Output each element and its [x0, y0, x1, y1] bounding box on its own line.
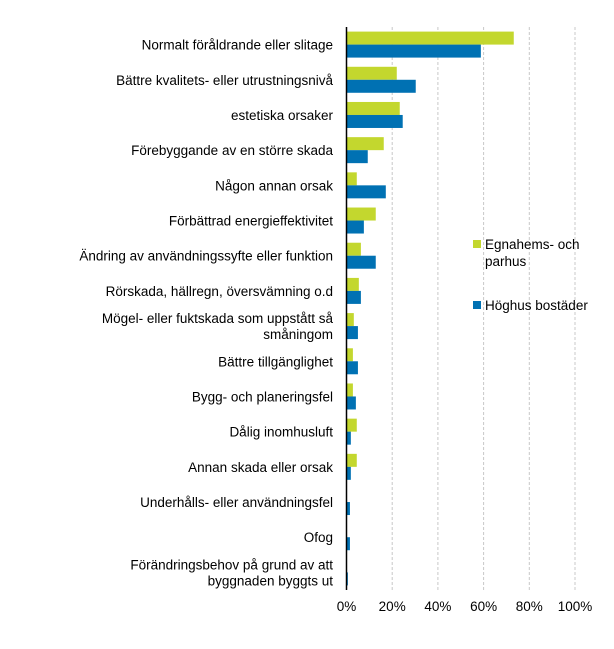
bar: [346, 150, 368, 164]
bar: [346, 396, 356, 410]
legend-label: Höghus bostäder: [485, 298, 588, 313]
category-label: Förbättrad energieffektivitet: [169, 214, 333, 229]
bar: [346, 137, 384, 151]
bar: [346, 114, 403, 128]
category-label: Rörskada, hällregn, översvämning o.d: [106, 284, 333, 299]
category-label: Förebyggande av en större skada: [131, 143, 333, 158]
category-label: Underhålls- eller användningsfel: [140, 495, 333, 510]
bar: [346, 431, 351, 445]
legend-label: Egnahems- och parhus: [485, 237, 580, 269]
bar: [346, 207, 376, 221]
bar: [346, 326, 358, 340]
category-label: Förändringsbehov på grund av att byggnade…: [130, 557, 333, 588]
category-label: Normalt föråldrande eller slitage: [142, 38, 333, 53]
bar: [346, 313, 354, 327]
bar: [346, 101, 400, 115]
category-label: Bättre tillgänglighet: [218, 354, 333, 369]
category-label: estetiska orsaker: [231, 108, 334, 123]
category-label: Dålig inomhusluft: [229, 425, 333, 440]
bar: [346, 44, 481, 58]
x-tick-label: 60%: [470, 599, 497, 614]
category-label: Mögel- eller fuktskada som uppstått så sm…: [102, 311, 334, 342]
x-tick-label: 0%: [337, 599, 357, 614]
bar: [346, 185, 386, 199]
category-label: Bättre kvalitets- eller utrustningsnivå: [116, 73, 333, 88]
legend-swatch: [473, 240, 481, 248]
bar: [346, 348, 353, 362]
x-tick-label: 80%: [516, 599, 543, 614]
category-label: Annan skada eller orsak: [188, 460, 333, 475]
bar: [346, 242, 361, 256]
bar: [346, 79, 416, 93]
bar: [346, 220, 364, 234]
bar: [346, 277, 359, 291]
bar: [346, 31, 514, 45]
bar: [346, 453, 357, 467]
category-label: Ändring av användningssyfte eller funkti…: [79, 249, 333, 264]
bar: [346, 172, 357, 186]
bar: [346, 502, 350, 516]
x-tick-label: 40%: [424, 599, 451, 614]
bar: [346, 383, 353, 397]
category-label: Bygg- och planeringsfel: [192, 389, 333, 404]
x-tick-label: 20%: [379, 599, 406, 614]
x-tick-label: 100%: [558, 599, 593, 614]
bar: [346, 255, 376, 269]
bar: [346, 537, 350, 551]
bar: [346, 466, 351, 480]
legend-swatch: [473, 301, 481, 309]
category-label: Någon annan orsak: [215, 178, 333, 193]
bar: [346, 361, 358, 375]
bar: [346, 290, 361, 304]
category-label: Ofog: [304, 530, 333, 545]
bar: [346, 66, 397, 80]
bar: [346, 418, 357, 432]
